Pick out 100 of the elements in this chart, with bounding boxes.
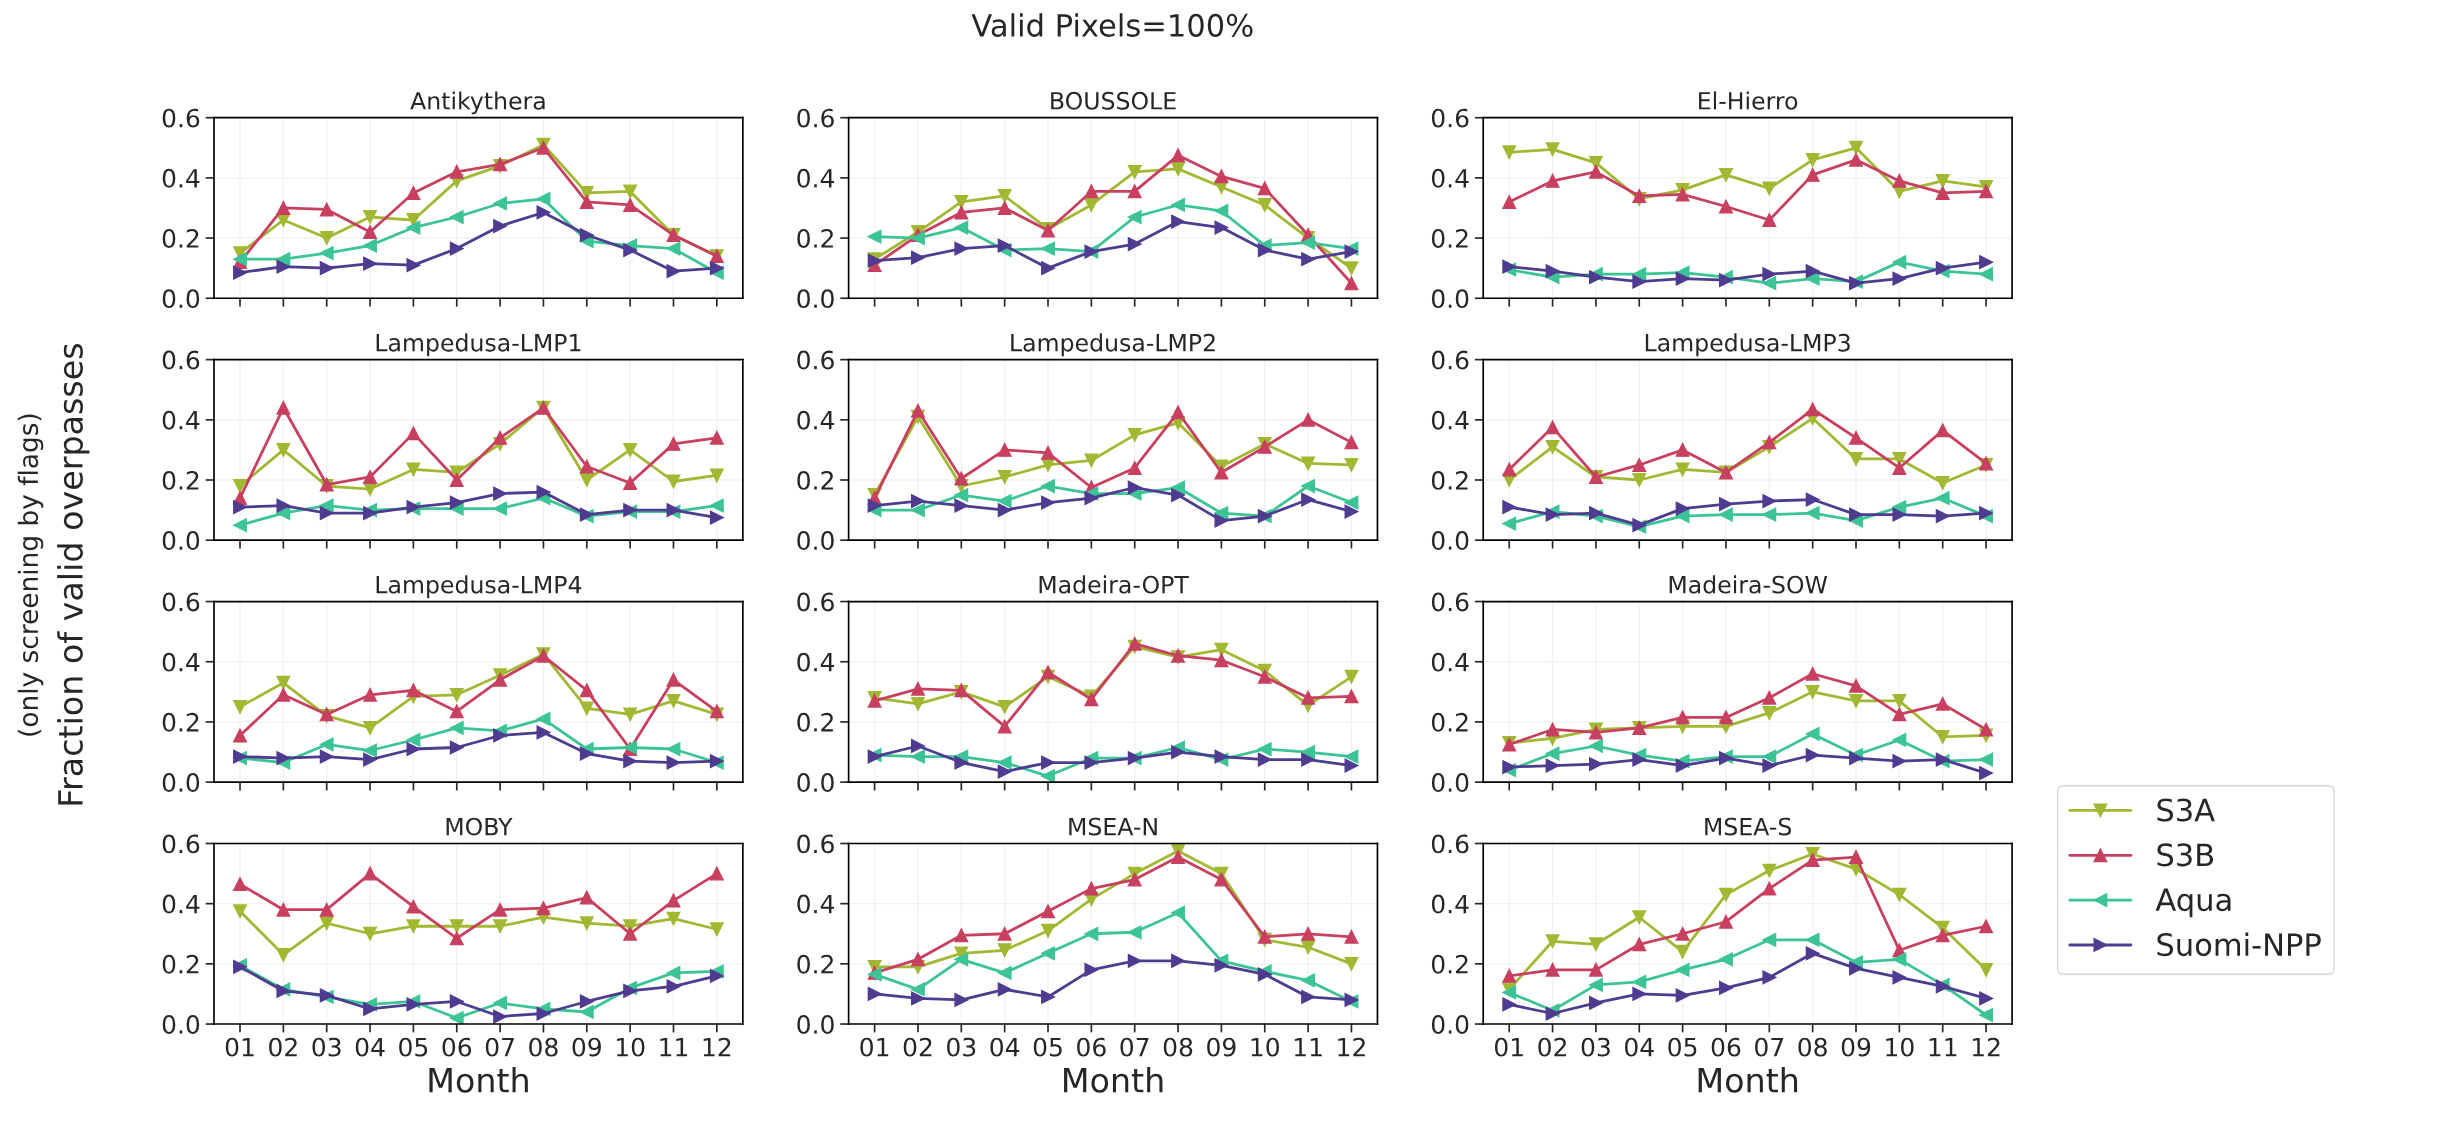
y-tick-label: 0.0 (1431, 1014, 1469, 1034)
x-tick-label: 04 (1625, 1037, 1654, 1057)
legend-label: S3B (2157, 843, 2214, 867)
y-tick-label: 0.0 (162, 531, 200, 551)
legend-label: S3A (2157, 798, 2215, 822)
y-tick-label: 0.6 (162, 108, 200, 128)
legend-label: Aqua (2155, 888, 2231, 918)
y-tick-label: 0.0 (797, 773, 834, 792)
y-tick-label: 0.2 (162, 712, 199, 732)
y-tick-label: 0.4 (162, 168, 200, 188)
x-tick-label: 06 (442, 1037, 472, 1057)
x-tick-label: 01 (860, 1037, 889, 1057)
y-tick-label: 0.4 (1431, 410, 1469, 430)
y-tick-label: 0.6 (1431, 592, 1469, 612)
x-tick-label: 10 (1251, 1037, 1279, 1057)
x-tick-label: 04 (990, 1037, 1020, 1057)
x-tick-label: 07 (1755, 1037, 1784, 1057)
y-tick-label: 0.0 (797, 1014, 834, 1034)
x-tick-label: 06 (1077, 1037, 1106, 1057)
x-tick-label: 09 (1841, 1037, 1871, 1057)
y-tick-label: 0.6 (1431, 108, 1469, 128)
y-tick-label: 0.6 (1431, 350, 1469, 370)
y-tick-label: 0.0 (162, 289, 200, 309)
x-tick-label: 03 (1581, 1037, 1610, 1057)
x-tick-label: 05 (1668, 1037, 1697, 1057)
y-tick-label: 0.2 (162, 229, 199, 248)
y-tick-label: 0.4 (797, 410, 835, 430)
x-tick-label: 01 (1494, 1037, 1523, 1057)
y-tick-label: 0.2 (797, 470, 833, 490)
x-tick-label: 02 (903, 1037, 932, 1057)
x-tick-label: 08 (529, 1037, 558, 1057)
y-tick-label: 0.2 (162, 954, 199, 974)
x-tick-label: 10 (1886, 1037, 1914, 1057)
y-tick-label: 0.6 (797, 592, 834, 612)
y-tick-label: 0.0 (797, 531, 834, 551)
x-tick-label: 08 (1163, 1037, 1193, 1057)
x-tick-label: 06 (1711, 1037, 1741, 1057)
chart-title: Lampedusa-LMP4 (376, 575, 582, 599)
y-tick-label: 0.0 (1431, 531, 1469, 551)
y-tick-label: 0.2 (162, 470, 199, 490)
chart-title: Madeira-OPT (1039, 575, 1189, 594)
y-tick-label: 0.2 (1431, 954, 1468, 974)
chart-title: Lampedusa-LMP1 (376, 333, 581, 357)
chart-title: MSEA-S (1705, 817, 1792, 836)
chart-title: Madeira-SOW (1669, 575, 1828, 594)
y-tick-label: 0.4 (1431, 894, 1469, 914)
chart-title: Antikythera (410, 91, 545, 115)
y-tick-label: 0.0 (1431, 773, 1469, 792)
y-tick-label: 0.6 (797, 350, 834, 370)
y-tick-label: 0.0 (797, 289, 834, 309)
text: (only screening by flags) (17, 414, 44, 736)
x-tick-label: 11 (660, 1038, 688, 1057)
y-tick-label: 0.4 (162, 652, 200, 672)
x-tick-label: 02 (1538, 1037, 1566, 1057)
y-tick-label: 0.2 (797, 954, 833, 974)
y-tick-label: 0.6 (162, 592, 200, 612)
y-tick-label: 0.0 (162, 1014, 200, 1034)
y-axis-title: Fraction of valid overpasses (57, 344, 90, 805)
y-tick-label: 0.6 (162, 834, 200, 854)
chart-title: Lampedusa-LMP3 (1645, 333, 1850, 357)
x-tick-label: 12 (1338, 1037, 1365, 1057)
y-tick-label: 0.4 (162, 410, 200, 430)
y-tick-label: 0.6 (797, 834, 834, 854)
y-tick-label: 0.6 (1431, 834, 1469, 854)
y-tick-label: 0.4 (162, 894, 200, 914)
y-tick-label: 0.2 (1431, 229, 1468, 248)
y-tick-label: 0.4 (1431, 168, 1469, 188)
y-tick-label: 0.2 (797, 712, 833, 732)
y-tick-label: 0.4 (1431, 652, 1469, 672)
x-tick-label: 07 (485, 1037, 514, 1057)
y-tick-label: 0.4 (797, 652, 835, 672)
chart-title: El-Hierro (1699, 91, 1798, 110)
y-tick-label: 0.4 (797, 894, 835, 914)
text: Valid Pixels=100% (971, 13, 1253, 37)
legend-label: Suomi-NPP (2157, 932, 2321, 957)
chart-title: MOBY (446, 817, 513, 836)
y-tick-label: 0.2 (1431, 470, 1468, 490)
x-axis-title: Month (429, 1066, 528, 1093)
y-tick-label: 0.4 (797, 168, 835, 188)
x-tick-label: 07 (1120, 1037, 1149, 1057)
x-tick-label: 12 (703, 1037, 731, 1057)
chart-title: BOUSSOLE (1051, 91, 1176, 110)
x-tick-label: 11 (1294, 1038, 1322, 1057)
y-tick-label: 0.0 (1431, 289, 1469, 309)
x-tick-label: 05 (399, 1037, 428, 1057)
y-tick-label: 0.6 (797, 108, 834, 128)
x-axis-title: Month (1064, 1066, 1163, 1093)
x-tick-label: 09 (572, 1037, 601, 1057)
x-axis-title: Month (1698, 1066, 1798, 1093)
x-tick-label: 05 (1033, 1037, 1062, 1057)
y-tick-label: 0.0 (162, 773, 200, 792)
y-tick-label: 0.2 (1431, 712, 1468, 732)
x-tick-label: 02 (269, 1037, 297, 1057)
y-tick-label: 0.6 (162, 350, 200, 370)
x-tick-label: 03 (312, 1037, 341, 1057)
x-tick-label: 03 (947, 1037, 976, 1057)
x-tick-label: 11 (1929, 1038, 1957, 1057)
y-tick-label: 0.2 (797, 229, 833, 248)
x-tick-label: 12 (1972, 1037, 2000, 1057)
x-tick-label: 04 (355, 1037, 385, 1057)
